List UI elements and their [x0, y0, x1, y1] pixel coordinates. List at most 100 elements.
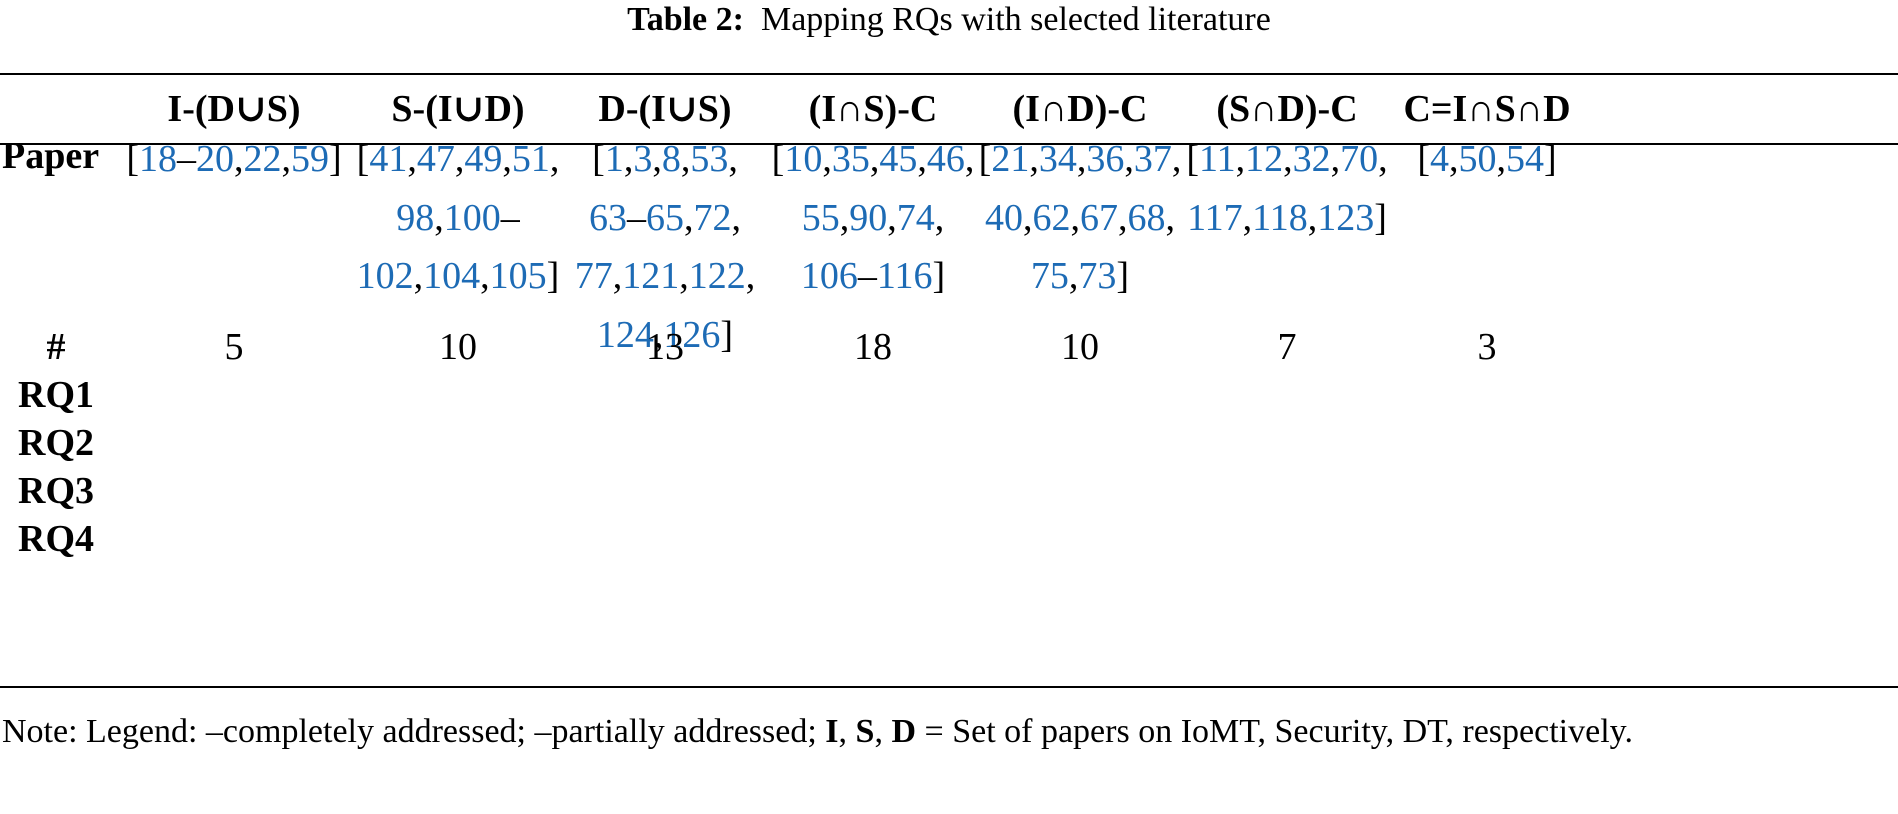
citation-punct: , — [1076, 138, 1087, 180]
citation-punct: [ — [592, 138, 605, 180]
column-header: I-(D∪S) — [167, 88, 301, 130]
citation-link[interactable]: 106 — [800, 255, 858, 297]
citation-link[interactable]: 41 — [369, 138, 408, 180]
citation-link[interactable]: 90 — [849, 196, 888, 239]
citation-link[interactable]: 37 — [1133, 138, 1172, 180]
citation-link[interactable]: 36 — [1086, 138, 1125, 180]
citation-link[interactable]: 59 — [291, 138, 329, 180]
citation-punct: , — [1070, 196, 1081, 239]
row-label-rq2: RQ2 — [18, 422, 94, 464]
citation-link[interactable]: 117 — [1187, 196, 1243, 239]
citation-punct: , — [454, 138, 465, 180]
count-value: 18 — [854, 326, 892, 368]
citation-link[interactable]: 98 — [396, 196, 435, 239]
citation-punct: , — [839, 196, 850, 239]
citation-link[interactable]: 18 — [139, 138, 177, 180]
citation-link[interactable]: 77 — [574, 255, 613, 297]
citation-punct: ] — [932, 255, 946, 297]
column-header: (I∩D)-C — [1012, 88, 1148, 130]
citation-link[interactable]: 73 — [1078, 255, 1117, 297]
paper-refs-line: [18–20,22,59] — [104, 130, 364, 189]
citation-link[interactable]: 20 — [196, 138, 234, 180]
citation-punct: ] — [1544, 138, 1557, 180]
citation-link[interactable]: 100 — [443, 196, 501, 239]
citation-link[interactable]: 8 — [661, 138, 681, 180]
citation-punct: ] — [1116, 255, 1130, 297]
citation-link[interactable]: 45 — [879, 138, 918, 180]
paper-refs-line: 40,62,67,68, — [950, 189, 1210, 248]
citation-punct: , — [434, 196, 444, 239]
citation-punct: , — [1118, 196, 1128, 239]
citation-link[interactable]: 105 — [489, 255, 547, 297]
citation-link[interactable]: 21 — [991, 138, 1030, 180]
citation-punct: , — [1449, 138, 1459, 180]
row-label-rq1: RQ1 — [18, 374, 94, 416]
citation-link[interactable]: 54 — [1506, 138, 1544, 180]
citation-punct: , — [549, 138, 560, 180]
citation-link[interactable]: 53 — [690, 138, 729, 180]
citation-link[interactable]: 32 — [1292, 138, 1331, 180]
count-value: 3 — [1477, 326, 1497, 368]
citation-link[interactable]: 74 — [896, 196, 935, 239]
citation-link[interactable]: 123 — [1317, 196, 1375, 239]
citation-link[interactable]: 75 — [1030, 255, 1069, 297]
paper-refs-cell: [1,3,8,53, 63–65,72, 77,121,122, 124,126] — [535, 130, 795, 364]
note-set-s: S — [855, 713, 875, 750]
citation-punct: , — [1165, 196, 1176, 239]
citation-link[interactable]: 70 — [1340, 138, 1379, 180]
column-header: (I∩S)-C — [808, 88, 938, 130]
paper-refs-cell: [11,12,32,70, 117,118,123] — [1157, 130, 1417, 247]
citation-link[interactable]: 50 — [1458, 138, 1497, 180]
count-value: 5 — [224, 326, 244, 368]
citation-link[interactable]: 1 — [604, 138, 624, 180]
citation-link[interactable]: 62 — [1032, 196, 1071, 239]
citation-punct: , — [1023, 196, 1033, 239]
citation-link[interactable]: 102 — [356, 255, 414, 297]
citation-link[interactable]: 34 — [1038, 138, 1077, 180]
paper-refs-line: 55,90,74, — [743, 189, 1003, 248]
citation-link[interactable]: 68 — [1127, 196, 1166, 239]
citation-punct: , — [407, 138, 417, 180]
citation-link[interactable]: 49 — [464, 138, 503, 180]
citation-punct: , — [1496, 138, 1507, 180]
citation-link[interactable]: 3 — [633, 138, 653, 180]
citation-link[interactable]: 124 — [596, 313, 654, 356]
paper-refs-cell: [41,47,49,51, 98,100– 102,104,105] — [328, 130, 588, 306]
citation-link[interactable]: 122 — [688, 255, 746, 297]
citation-punct: , — [728, 138, 738, 180]
citation-link[interactable]: 116 — [876, 255, 933, 297]
caption-text: Mapping RQs with selected literature — [760, 1, 1271, 38]
citation-punct: , — [1283, 138, 1293, 180]
paper-refs-line: 106–116] — [743, 247, 1003, 306]
paper-refs-line: [21,34,36,37, — [950, 130, 1210, 189]
citation-punct: , — [869, 138, 880, 180]
paper-refs-line: [41,47,49,51, — [328, 130, 588, 189]
citation-link[interactable]: 46 — [926, 138, 965, 180]
citation-link[interactable]: 63 — [589, 196, 627, 239]
citation-link[interactable]: 55 — [801, 196, 840, 239]
bottom-rule — [0, 686, 1898, 688]
citation-link[interactable]: 10 — [784, 138, 823, 180]
citation-link[interactable]: 104 — [423, 255, 481, 297]
citation-link[interactable]: 51 — [511, 138, 550, 180]
citation-link[interactable]: 121 — [622, 255, 680, 297]
citation-link[interactable]: 47 — [416, 138, 455, 180]
citation-link[interactable]: 22 — [243, 138, 282, 180]
citation-link[interactable]: 40 — [985, 196, 1023, 239]
citation-punct: , — [1330, 138, 1341, 180]
citation-link[interactable]: 4 — [1430, 138, 1449, 180]
citation-link[interactable]: 12 — [1245, 138, 1284, 180]
citation-link[interactable]: 65 — [646, 196, 684, 239]
citation-link[interactable]: 67 — [1080, 196, 1118, 239]
citation-punct: [ — [978, 138, 992, 180]
citation-punct: , — [887, 196, 897, 239]
row-label-rq4: RQ4 — [18, 518, 94, 560]
citation-punct: , — [822, 138, 832, 180]
citation-link[interactable]: 126 — [663, 313, 721, 356]
citation-link[interactable]: 72 — [693, 196, 732, 239]
citation-link[interactable]: 118 — [1252, 196, 1308, 239]
citation-punct: – — [177, 138, 196, 180]
citation-link[interactable]: 11 — [1199, 138, 1236, 180]
citation-link[interactable]: 35 — [831, 138, 870, 180]
citation-punct: , — [684, 196, 694, 239]
